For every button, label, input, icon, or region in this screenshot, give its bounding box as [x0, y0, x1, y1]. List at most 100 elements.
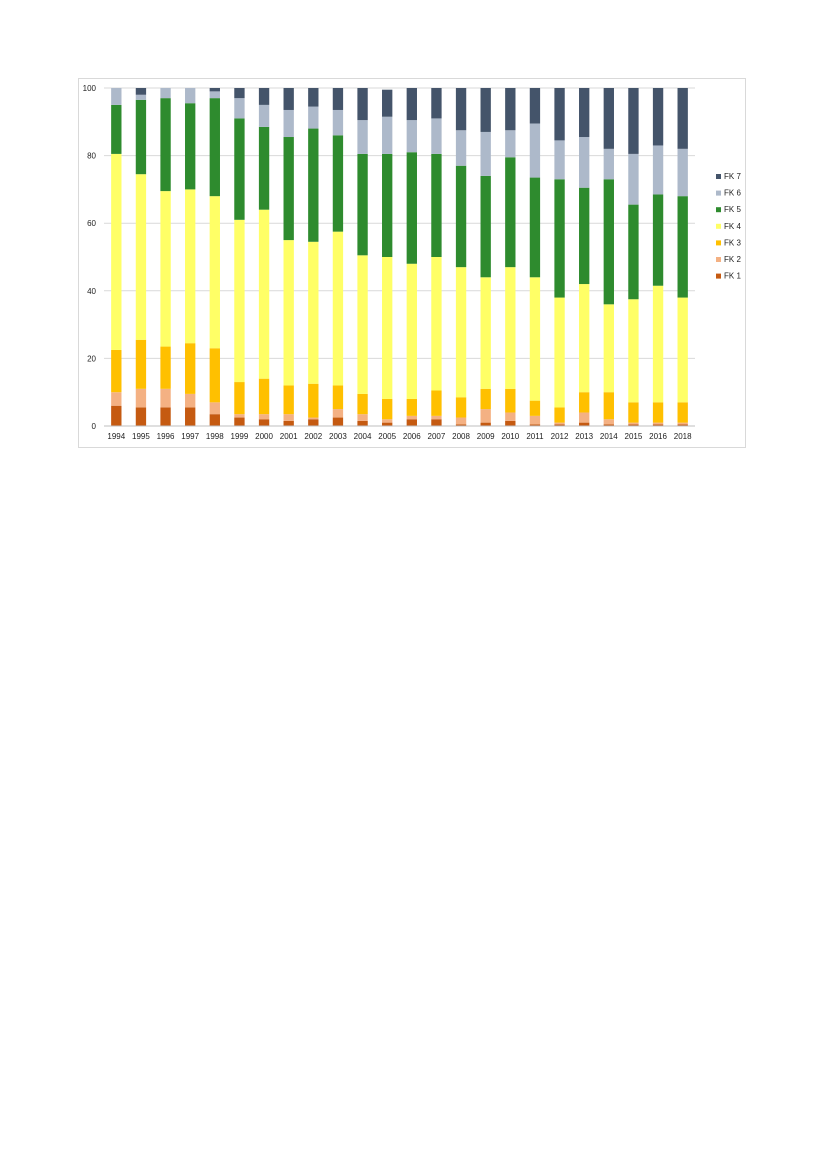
bar-segment-fk2-1998	[209, 402, 220, 415]
bar-segment-fk5-1996	[160, 98, 171, 192]
x-tick-label: 2005	[378, 432, 396, 441]
bar-segment-fk1-2008	[455, 424, 467, 426]
bar-segment-fk5-2016	[652, 194, 664, 286]
bar-segment-fk1-2004	[357, 420, 368, 426]
bar-segment-fk3-2011	[529, 400, 541, 416]
bar-segment-fk1-2016	[652, 424, 664, 426]
x-tick-label: 2002	[304, 432, 322, 441]
bar-segment-fk6-2006	[406, 120, 417, 153]
bar-segment-fk2-1997	[185, 393, 196, 408]
y-tick-label: 20	[87, 354, 96, 363]
bar-segment-fk3-2001	[283, 385, 294, 415]
bar-segment-fk7-2002	[308, 88, 319, 107]
bar-segment-fk4-1994	[111, 153, 122, 350]
legend-label: FK 5	[724, 205, 741, 214]
axes: 0 20 40 60 80 100 1994 1995 1996 1997 1998 1999 2000…	[83, 84, 695, 441]
bar-segment-fk3-2004	[357, 393, 368, 415]
bar-segment-fk1-2006	[406, 419, 417, 426]
bar-segment-fk4-2002	[308, 241, 319, 384]
bar-segment-fk7-2008	[455, 88, 467, 131]
bar-segment-fk1-2015	[628, 424, 639, 426]
y-tick-label: 80	[87, 152, 96, 161]
bar-segment-fk2-1994	[111, 392, 122, 406]
x-tick-label: 2010	[501, 432, 519, 441]
bar-segment-fk1-2003	[332, 417, 344, 426]
bar-segment-fk1-2009	[480, 422, 491, 426]
bar-segment-fk2-2006	[406, 415, 417, 420]
y-tick-label: 100	[83, 84, 97, 93]
bar-segment-fk7-2011	[529, 88, 541, 124]
bar-segment-fk3-1998	[209, 348, 220, 403]
bar-segment-fk1-2007	[431, 419, 442, 426]
bar-segment-fk4-2008	[455, 267, 467, 398]
bar-segment-fk7-1999	[234, 88, 245, 99]
bar-segment-fk6-2007	[431, 118, 442, 154]
x-tick-label: 1998	[206, 432, 224, 441]
bar-segment-fk2-2004	[357, 414, 368, 421]
x-tick-label: 2001	[280, 432, 298, 441]
bar-segment-fk3-2016	[652, 402, 664, 423]
bar-segment-fk4-2000	[258, 209, 270, 379]
bar-segment-fk2-2009	[480, 409, 491, 423]
bar-segment-fk2-1995	[135, 388, 147, 408]
bar-segment-fk6-2010	[505, 130, 516, 158]
bar-segment-fk3-2009	[480, 388, 491, 410]
legend-swatch-fk3	[716, 240, 721, 246]
x-tick-label: 2008	[452, 432, 470, 441]
bar-segment-fk7-2007	[431, 88, 442, 119]
bar-segment-fk3-2012	[554, 407, 565, 423]
bar-segment-fk5-2004	[357, 153, 368, 256]
bar-segment-fk2-2003	[332, 409, 344, 418]
bar-segment-fk4-1995	[135, 174, 147, 340]
bar-segment-fk6-2012	[554, 140, 565, 180]
legend-label: FK 3	[724, 238, 741, 247]
bar-segment-fk4-2004	[357, 255, 368, 394]
bar-segment-fk6-1994	[111, 88, 122, 105]
bar-segment-fk5-2013	[579, 187, 590, 285]
legend-swatch-fk1	[716, 273, 721, 279]
bar-segment-fk6-2002	[308, 106, 319, 129]
bar-segment-fk6-2011	[529, 123, 541, 178]
bar-segment-fk3-2006	[406, 398, 417, 416]
bar-segment-fk5-1998	[209, 98, 220, 197]
x-tick-label: 2015	[625, 432, 643, 441]
bar-segment-fk4-2006	[406, 263, 417, 399]
bar-segment-fk2-2016	[652, 422, 664, 425]
bar-segment-fk5-1997	[185, 103, 196, 190]
bar-segment-fk5-2009	[480, 175, 491, 278]
bar-segment-fk3-1997	[185, 343, 196, 394]
bar-segment-fk6-2008	[455, 130, 467, 166]
bar-segment-fk5-2007	[431, 153, 442, 257]
bar-segment-fk1-2001	[283, 420, 294, 426]
bar-segment-fk1-2011	[529, 424, 541, 426]
y-tick-label: 60	[87, 219, 96, 228]
bar-segment-fk5-2018	[677, 196, 688, 298]
chart-frame: 0 20 40 60 80 100 1994 1995 1996 1997 1998 1999 2000…	[78, 78, 746, 448]
bar-segment-fk6-1997	[185, 88, 196, 104]
bar-segment-fk6-2000	[258, 104, 270, 127]
bar-segment-fk3-2002	[308, 383, 319, 418]
x-tick-label: 1995	[132, 432, 150, 441]
x-tick-label: 2018	[674, 432, 692, 441]
bar-segment-fk6-1998	[209, 91, 220, 99]
bar-segment-fk3-2013	[579, 392, 590, 413]
bar-segment-fk1-2018	[677, 424, 688, 426]
bar-segment-fk3-2007	[431, 390, 442, 416]
bar-segment-fk7-2005	[382, 89, 393, 117]
legend: FK 7 FK 6 FK 5 FK 4 FK 3 FK 2 FK 1	[716, 172, 741, 281]
x-tick-label: 2011	[526, 432, 544, 441]
bar-segment-fk6-2015	[628, 153, 639, 205]
bar-segment-fk6-1999	[234, 98, 245, 119]
bar-segment-fk7-2014	[603, 88, 614, 149]
bar-segment-fk6-2018	[677, 148, 688, 197]
bar-segment-fk1-1998	[209, 414, 220, 426]
bar-segment-fk3-2010	[505, 388, 516, 413]
bar-segment-fk5-2001	[283, 137, 294, 241]
x-tick-label: 2007	[428, 432, 446, 441]
bar-segment-fk7-2001	[283, 88, 294, 110]
bar-segment-fk7-2009	[480, 88, 491, 132]
bar-segment-fk5-2014	[603, 179, 614, 305]
x-tick-label: 2004	[354, 432, 372, 441]
x-tick-label: 2009	[477, 432, 495, 441]
bar-segment-fk6-2016	[652, 145, 664, 195]
